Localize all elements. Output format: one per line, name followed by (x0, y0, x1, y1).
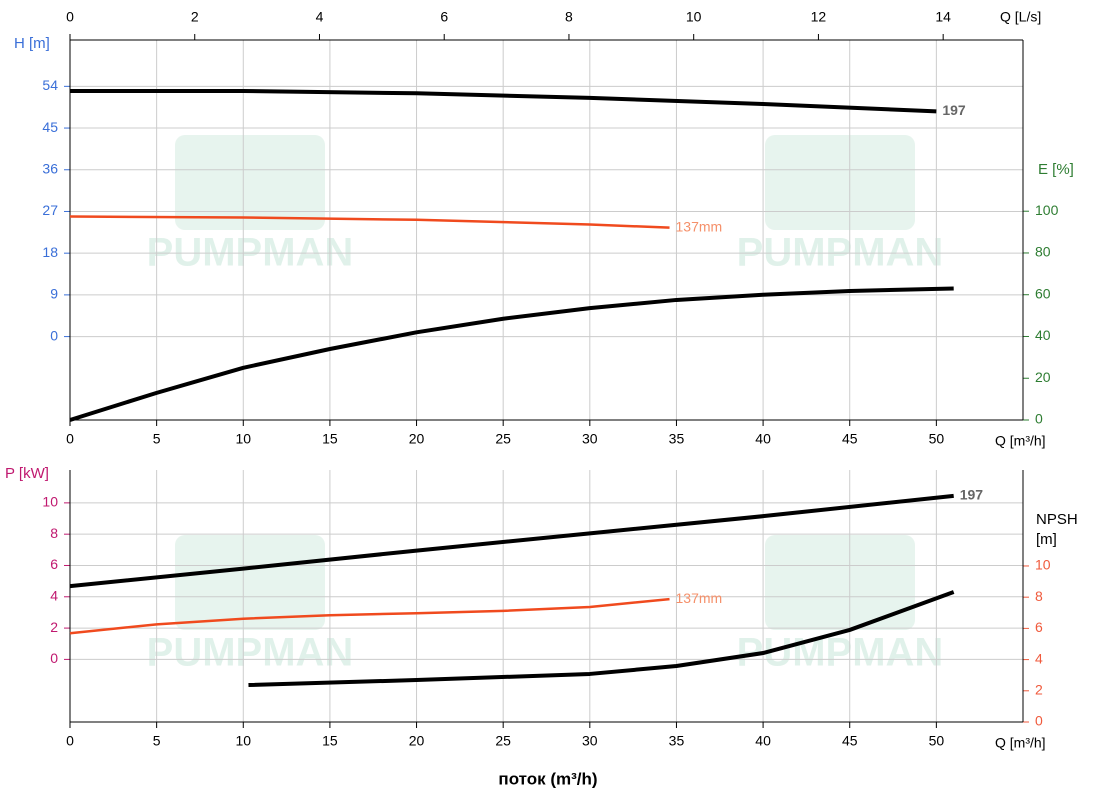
watermark: PUMPMAN (147, 231, 354, 275)
y-tick-label: 10 (42, 494, 58, 510)
y-axis-label: H [m] (14, 35, 50, 52)
x2-tick-label: 2 (191, 9, 199, 25)
x2-tick-label: 0 (66, 9, 74, 25)
curve-label: 197 (960, 487, 984, 503)
x-axis-title: поток (m³/h) (498, 769, 597, 788)
x-tick-label: 40 (755, 431, 771, 447)
x-tick-label: 5 (153, 733, 161, 749)
y-tick-label: 0 (50, 650, 58, 666)
y2-tick-label: 6 (1035, 619, 1043, 635)
y-tick-label: 27 (42, 202, 58, 218)
curve (69, 597, 670, 635)
x-tick-label: 45 (842, 733, 858, 749)
x-axis-label: Q [m³/h] (995, 433, 1046, 449)
x-tick-label: 45 (842, 431, 858, 447)
y-tick-label: 9 (50, 286, 58, 302)
x-tick-label: 30 (582, 431, 598, 447)
y-tick-label: 2 (50, 619, 58, 635)
x2-tick-label: 6 (440, 9, 448, 25)
x-tick-label: 0 (66, 733, 74, 749)
y-tick-label: 45 (42, 119, 58, 135)
y2-tick-label: 40 (1035, 327, 1051, 343)
y-tick-label: 8 (50, 525, 58, 541)
x-tick-label: 50 (929, 431, 945, 447)
x-tick-label: 40 (755, 733, 771, 749)
y-axis-label: P [kW] (5, 465, 49, 482)
curve-label: 137mm (676, 590, 723, 606)
y2-axis-label: NPSH [m] (1036, 511, 1078, 548)
x2-tick-label: 12 (811, 9, 827, 25)
x-tick-label: 10 (235, 431, 251, 447)
x-tick-label: 25 (495, 733, 511, 749)
y-tick-label: 0 (50, 327, 58, 343)
x-tick-label: 20 (409, 733, 425, 749)
x2-tick-label: 8 (565, 9, 573, 25)
x-tick-label: 20 (409, 431, 425, 447)
watermark: PUMPMAN (737, 231, 944, 275)
x2-axis-label: Q [L/s] (1000, 9, 1041, 25)
curve (69, 286, 954, 422)
y2-tick-label: 20 (1035, 369, 1051, 385)
y2-tick-label: 80 (1035, 244, 1051, 260)
y2-axis-label: E [%] (1038, 161, 1074, 178)
x-tick-label: 30 (582, 733, 598, 749)
y2-tick-label: 100 (1035, 202, 1059, 218)
y-tick-label: 36 (42, 160, 58, 176)
x-axis-label: Q [m³/h] (995, 735, 1046, 751)
x-tick-label: 15 (322, 431, 338, 447)
y2-tick-label: 0 (1035, 411, 1043, 427)
x2-tick-label: 14 (935, 9, 951, 25)
y2-tick-label: 4 (1035, 650, 1043, 666)
x-tick-label: 35 (669, 733, 685, 749)
x-tick-label: 0 (66, 431, 74, 447)
y2-tick-label: 8 (1035, 588, 1043, 604)
y2-tick-label: 2 (1035, 681, 1043, 697)
x-tick-label: 15 (322, 733, 338, 749)
curve (69, 493, 954, 589)
y-tick-label: 54 (42, 77, 58, 93)
y2-tick-label: 0 (1035, 713, 1043, 729)
y2-tick-label: 10 (1035, 557, 1051, 573)
watermark: PUMPMAN (147, 631, 354, 675)
y2-tick-label: 60 (1035, 285, 1051, 301)
x-tick-label: 50 (929, 733, 945, 749)
x2-tick-label: 10 (686, 9, 702, 25)
x2-tick-label: 4 (316, 9, 324, 25)
y-tick-label: 4 (50, 587, 58, 603)
x-tick-label: 5 (153, 431, 161, 447)
curve-label: 197 (942, 102, 966, 118)
curve (69, 215, 670, 229)
y-tick-label: 6 (50, 556, 58, 572)
watermark-shape (765, 135, 915, 230)
watermark-shape (175, 535, 325, 630)
x-tick-label: 35 (669, 431, 685, 447)
watermark-shape (765, 535, 915, 630)
x-tick-label: 10 (235, 733, 251, 749)
watermark-shape (175, 135, 325, 230)
curve (70, 88, 937, 114)
curve (248, 590, 955, 688)
y-tick-label: 18 (42, 244, 58, 260)
curve-label: 137mm (676, 218, 723, 234)
x-tick-label: 25 (495, 431, 511, 447)
